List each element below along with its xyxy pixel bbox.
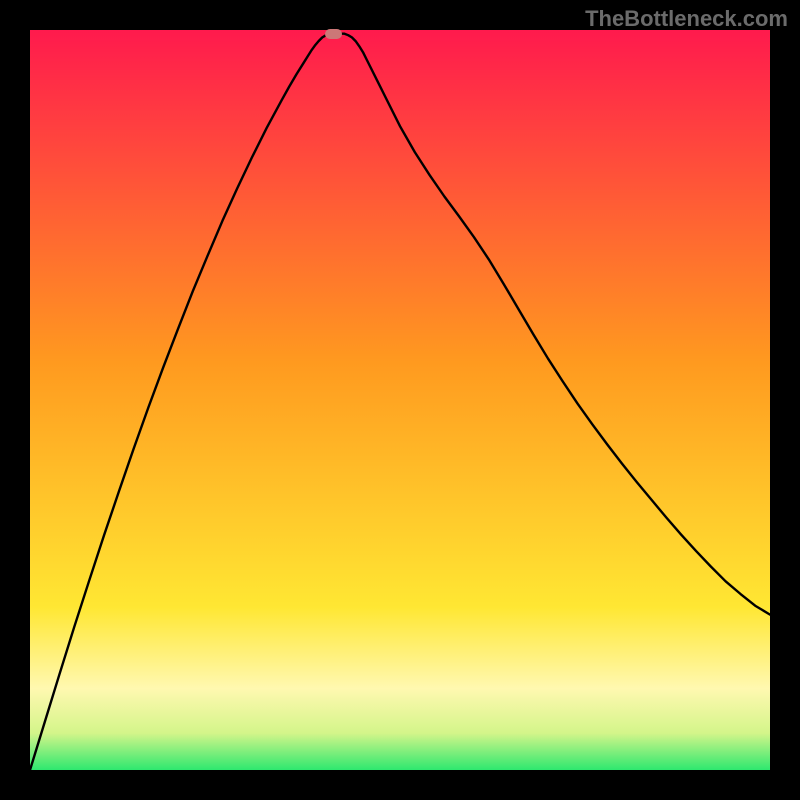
optimum-marker [325, 29, 342, 39]
bottleneck-curve [0, 0, 800, 800]
watermark-text: TheBottleneck.com [585, 6, 788, 32]
curve-path [30, 34, 770, 770]
chart-container: TheBottleneck.com [0, 0, 800, 800]
